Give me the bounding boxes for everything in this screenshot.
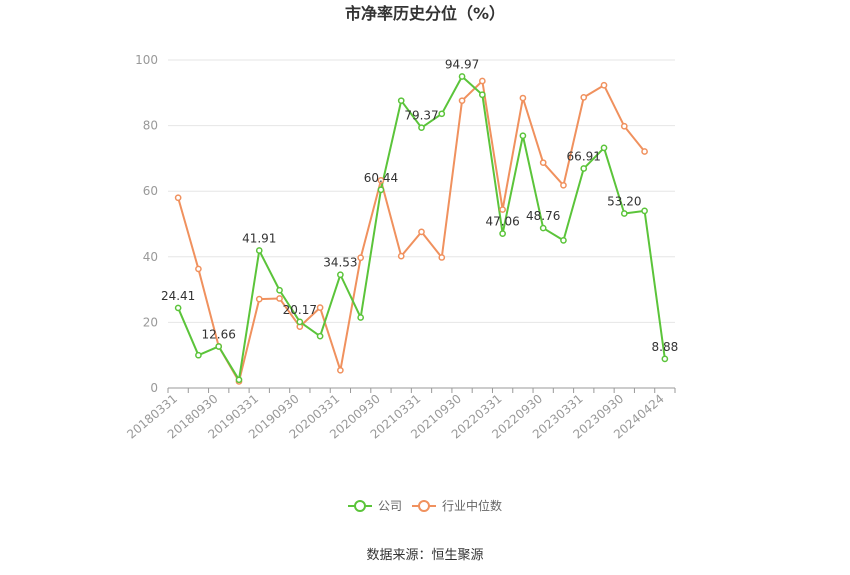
y-tick-label: 0 bbox=[150, 381, 158, 395]
data-point bbox=[337, 366, 344, 374]
data-point bbox=[641, 207, 648, 215]
data-point bbox=[458, 73, 466, 80]
data-label: 20.17 bbox=[283, 303, 317, 317]
x-axis: 2018033120180930201903312019093020200331… bbox=[124, 387, 676, 442]
data-point bbox=[195, 265, 202, 273]
data-label: 47.06 bbox=[485, 215, 519, 229]
data-point bbox=[580, 165, 588, 172]
data-point bbox=[174, 304, 182, 312]
data-point bbox=[174, 194, 182, 202]
data-point bbox=[620, 210, 628, 217]
data-point bbox=[539, 159, 547, 167]
data-point bbox=[600, 144, 608, 152]
data-point bbox=[519, 94, 527, 102]
y-tick-label: 80 bbox=[143, 119, 158, 133]
data-point bbox=[418, 228, 425, 236]
y-axis: 0 20 40 60 80 100 bbox=[135, 53, 158, 395]
y-tick-label: 60 bbox=[143, 184, 158, 198]
data-point bbox=[397, 252, 405, 260]
chart-title: 市净率历史分位（%） bbox=[345, 4, 505, 23]
data-point bbox=[276, 286, 283, 294]
data-point bbox=[641, 148, 648, 155]
data-point bbox=[620, 122, 628, 130]
series-line-行业中位数 bbox=[177, 79, 646, 383]
legend-item[interactable]: 公司 bbox=[348, 499, 402, 513]
data-label: 79.37 bbox=[404, 109, 438, 123]
data-point bbox=[519, 132, 527, 140]
data-point bbox=[560, 237, 567, 244]
data-point bbox=[580, 94, 588, 101]
data-label: 41.91 bbox=[242, 232, 276, 246]
data-point bbox=[397, 97, 405, 105]
legend[interactable]: 公司 行业中位数 bbox=[348, 498, 502, 513]
data-label: 53.20 bbox=[607, 195, 641, 209]
data-label: 24.41 bbox=[161, 289, 195, 303]
data-point bbox=[377, 186, 385, 194]
data-point bbox=[478, 91, 486, 99]
data-label: 66.91 bbox=[567, 150, 601, 164]
data-point bbox=[478, 77, 486, 85]
data-label: 8.88 bbox=[652, 340, 679, 354]
data-label: 34.53 bbox=[323, 256, 357, 270]
data-point bbox=[377, 177, 385, 184]
legend-swatch-marker bbox=[354, 500, 366, 512]
legend-swatch-marker bbox=[418, 500, 430, 512]
data-point bbox=[600, 81, 608, 89]
legend-label: 公司 bbox=[378, 499, 402, 513]
data-point bbox=[539, 224, 547, 232]
data-point bbox=[499, 230, 506, 237]
data-point bbox=[276, 295, 283, 302]
data-point bbox=[316, 332, 324, 340]
data-point bbox=[458, 97, 466, 105]
data-point bbox=[357, 314, 365, 321]
data-point bbox=[337, 271, 344, 279]
data-point bbox=[316, 304, 324, 311]
legend-label: 行业中位数 bbox=[442, 498, 502, 513]
data-point bbox=[438, 254, 446, 261]
data-label: 12.66 bbox=[202, 327, 236, 341]
legend-item[interactable]: 行业中位数 bbox=[412, 498, 502, 513]
data-point bbox=[195, 351, 202, 359]
source-note: 数据来源：恒生聚源 bbox=[366, 548, 483, 563]
data-point bbox=[661, 355, 669, 363]
y-tick-label: 20 bbox=[143, 315, 158, 329]
data-point bbox=[235, 376, 243, 384]
data-point bbox=[499, 206, 506, 213]
data-label: 94.97 bbox=[445, 57, 479, 71]
data-point bbox=[296, 318, 304, 326]
data-point bbox=[357, 254, 365, 262]
y-tick-label: 100 bbox=[135, 53, 158, 67]
y-tick-label: 40 bbox=[143, 250, 158, 264]
data-labels: 24.41 12.66 41.91 20.17 34.53 60.44 79.37 94.97… bbox=[161, 57, 678, 353]
data-point bbox=[438, 110, 446, 118]
data-label: 48.76 bbox=[526, 209, 560, 223]
data-label: 60.44 bbox=[364, 171, 398, 185]
data-point bbox=[255, 247, 263, 254]
data-point bbox=[215, 343, 223, 350]
data-point bbox=[418, 124, 425, 132]
series-points bbox=[174, 73, 669, 385]
gridlines bbox=[168, 59, 675, 323]
data-point bbox=[560, 181, 567, 189]
data-point bbox=[255, 295, 263, 303]
